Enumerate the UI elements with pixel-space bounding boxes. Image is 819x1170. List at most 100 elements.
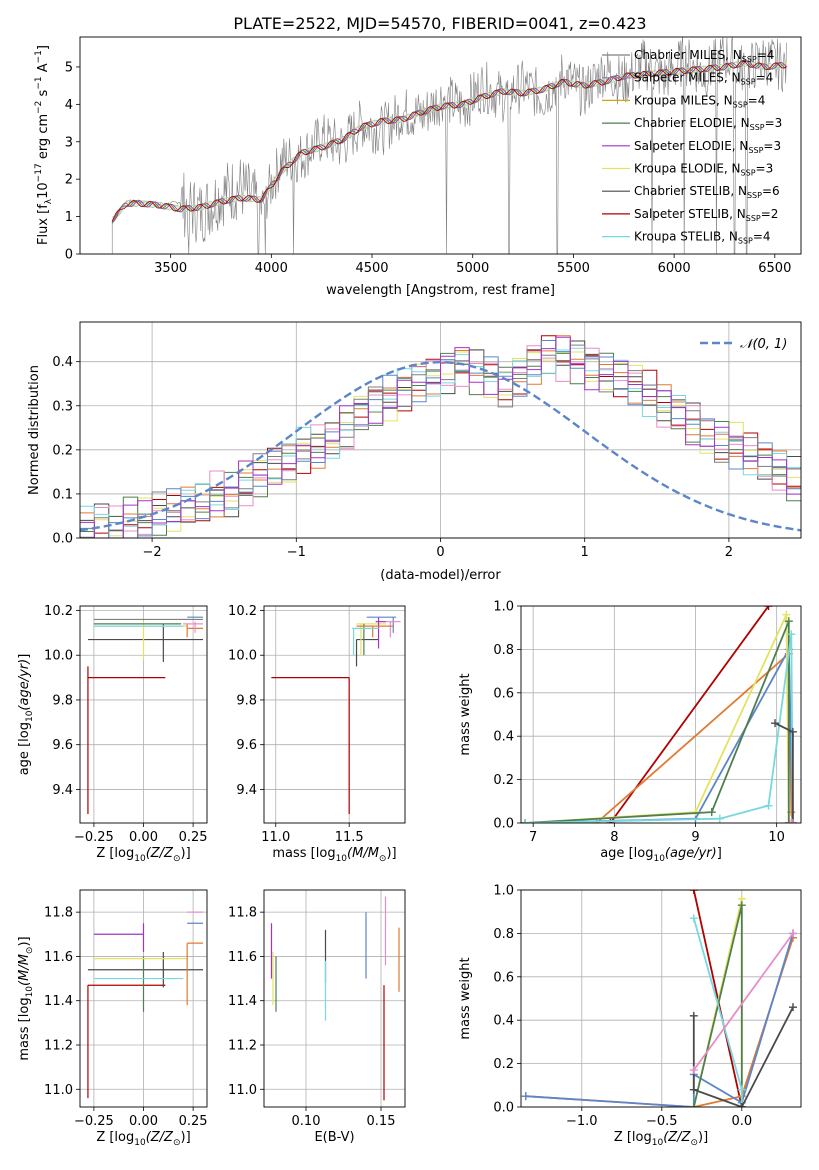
x-tick-label: 10 [768,830,785,845]
axis-label-text: mass [log [17,997,32,1060]
series-marker [782,610,791,619]
axis-label-text: age [log [600,846,653,861]
x-tick-label: 11.5 [335,830,364,845]
y-tick-label: 11.0 [44,1083,73,1098]
axis-label-text: )] [698,1130,708,1145]
y-tick-label: 3 [65,135,73,150]
series-line-orange [525,937,794,1107]
y-tick-label: 9.4 [52,783,73,798]
axes-frame [263,889,406,1108]
chart-mass-vs-ebv: 0.10 0.15 11.0 11.2 11.4 11.6 11.8 E(B-V) [228,889,406,1145]
x-tick-label: 1 [581,545,589,560]
legend-label-sub: SSP [738,237,753,246]
plot-area [80,335,801,538]
legend-label-sub: SSP [747,191,762,200]
series-marker [689,1085,698,1094]
y-tick-label: 0.4 [52,355,73,370]
y-axis-label-sub: λ [44,198,54,204]
plot-area [521,606,797,823]
legend-label-n: =6 [762,184,780,198]
legend-label: Chabrier MILES, NSSP=4 [634,48,774,64]
legend-label: Chabrier STELIB, NSSP=6 [634,184,780,200]
axis-label-sub: ⊙ [25,947,35,955]
x-tick-label: −1 [287,545,306,560]
y-tick-label: 1.0 [493,600,514,615]
plot-area [270,896,400,1101]
series-marker [784,819,793,823]
y-tick-label: 11.8 [228,906,257,921]
model-spectrum-sa_elodie [111,60,787,223]
legend-label: Chabrier ELODIE, NSSP=3 [634,116,782,132]
series-marker [521,819,530,823]
series-marker [764,606,773,610]
y-axis-label-sup: −17 [34,163,44,182]
y-axis-label: mass weight [458,673,473,755]
axis-label-sub: 10 [652,1138,664,1148]
axis-label-sub: ⊙ [690,1138,698,1148]
series-marker [689,914,698,923]
axis-label-text: (M/M [17,954,32,986]
y-tick-label: 11.4 [228,994,257,1009]
axis-label-text: )] [17,936,32,946]
axis-label-text: (age/yr) [665,846,717,861]
legend-label-n: =3 [756,162,774,176]
y-axis-label-part: erg cm [36,114,51,163]
y-axis-label: mass weight [458,957,473,1039]
legend-label-text: Kroupa ELODIE, N [634,162,741,176]
x-tick-label: 0.15 [367,1114,396,1129]
legend-label-n: =3 [763,139,781,153]
axis-label-text: ] [717,846,722,861]
x-tick-label: 0.00 [129,830,158,845]
y-tick-label: 0.8 [493,643,514,658]
y-axis-label-sup: −1 [34,76,44,89]
legend-label-n: =2 [761,207,779,221]
y-axis-label: Normed distribution [27,365,42,495]
y-tick-label: 0.1 [52,487,73,502]
x-tick-label: 11.0 [261,830,290,845]
axis-label-sub: 10 [25,986,35,998]
x-tick-label: 0 [436,545,444,560]
series-marker [689,1066,698,1075]
legend-label-n: =4 [757,48,775,62]
legend-label-n: =4 [756,71,774,85]
y-axis-label-sup: −1 [34,50,44,63]
legend-label-sub: SSP [741,78,756,87]
axis-label-text: )] [181,846,191,861]
y-axis-label-text: mass weight [458,673,473,755]
gaussian-curve [80,360,801,532]
legend-label-sub: SSP [733,100,748,109]
series-marker [789,1003,797,1012]
y-tick-label: 11.6 [44,950,73,965]
histogram-sa_elodie [80,336,801,538]
series-marker [521,1092,530,1101]
y-axis-label-text: mass weight [458,957,473,1039]
legend-label: Salpeter ELODIE, NSSP=3 [634,139,781,155]
y-tick-label: 0.8 [493,927,514,942]
legend-label: Salpeter STELIB, NSSP=2 [634,207,778,223]
series-line-orange [595,651,794,823]
y-axis-label-part: ] [36,45,51,50]
legend-label: Kroupa MILES, NSSP=4 [634,93,765,109]
series-marker [689,1103,698,1107]
x-tick-label: 3500 [154,261,187,276]
chart-spectrum: 3500 4000 4500 5000 5500 6000 6500 0 1 2 3 4 5 wavele… [34,36,802,298]
axis-label-text: )] [386,846,396,861]
y-tick-label: 0.2 [493,773,514,788]
x-tick-label: 7 [529,830,537,845]
x-tick-label: 5000 [456,261,489,276]
y-tick-label: 11.4 [44,994,73,1009]
x-tick-label: −0.25 [74,1114,114,1129]
axis-label-text: (M/M [347,846,379,861]
y-tick-label: 11.0 [228,1083,257,1098]
y-tick-label: 11.6 [228,950,257,965]
observed-spectrum-line [111,37,787,254]
axis-label-text: )] [181,1130,191,1145]
axis-label-text: (Z/Z [146,846,174,861]
y-axis-label-part: A [36,63,51,76]
x-tick-label: 0.0 [731,1114,752,1129]
series-marker [771,719,780,728]
y-axis-label-part: Flux [f [36,204,51,245]
x-tick-label: 0.10 [292,1114,321,1129]
